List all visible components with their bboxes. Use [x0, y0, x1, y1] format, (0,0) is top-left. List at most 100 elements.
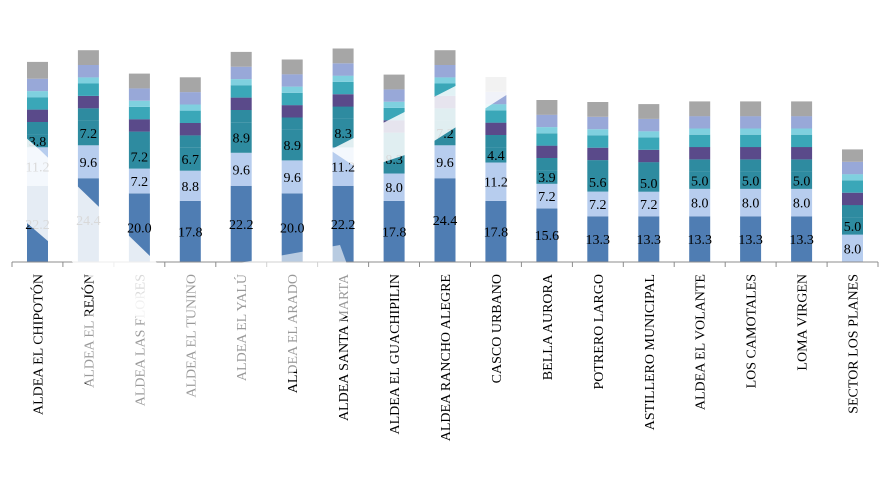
data-label: 8.0	[691, 197, 709, 212]
data-label: 24.4	[433, 214, 458, 229]
bar-segment	[485, 200, 507, 262]
data-label: 9.6	[436, 156, 454, 171]
bar-segment	[638, 191, 660, 217]
bar-segment	[383, 200, 405, 262]
bar-segment	[638, 137, 660, 150]
bar-segment	[689, 128, 711, 135]
data-label: 8.9	[232, 132, 250, 147]
bar-segment	[842, 174, 863, 181]
bar-segment	[791, 159, 813, 172]
data-label: 15.6	[535, 229, 560, 244]
bar-segment	[536, 100, 558, 115]
bar-segment	[689, 188, 711, 217]
data-label: 20.0	[280, 222, 305, 237]
bar-segment	[689, 134, 711, 148]
data-label: 13.3	[789, 233, 814, 248]
bar-segment	[77, 50, 99, 65]
bar-segment	[230, 122, 252, 153]
bar-segment	[383, 74, 405, 90]
data-label: 3.9	[538, 171, 556, 186]
data-label: 13.3	[586, 233, 611, 248]
bar-segment	[179, 92, 201, 105]
data-label: 22.2	[331, 218, 356, 233]
category-label: LOS CAMOTALES	[745, 274, 760, 388]
data-label: 13.3	[637, 233, 662, 248]
bar-segment	[27, 109, 48, 122]
data-label: 5.0	[742, 174, 760, 189]
bar-segment	[842, 192, 863, 206]
category-label: ALDEA EL VOLANTE	[694, 274, 709, 410]
data-label: 7.2	[131, 175, 149, 190]
data-label: 17.8	[484, 226, 509, 241]
x-axis-ticks	[11, 262, 879, 267]
data-label: 8.0	[844, 242, 862, 257]
bar-segment	[179, 147, 201, 171]
bar-segment	[179, 110, 201, 123]
data-label: 9.6	[232, 163, 250, 178]
bar-segment	[434, 145, 456, 179]
bar-segment	[842, 234, 863, 262]
bar-segment	[332, 118, 354, 148]
bar-segment	[638, 131, 660, 138]
data-label: 4.4	[487, 149, 505, 164]
bar-segment	[536, 133, 558, 146]
bar-segment	[740, 171, 762, 189]
bar-segment	[128, 100, 150, 107]
data-labels-group: 22.211.23.824.49.67.220.07.27.217.88.86.…	[25, 127, 861, 257]
category-label: SECTOR LOS PLANES	[847, 274, 862, 414]
bar-segment	[383, 89, 405, 102]
bar-segment	[281, 74, 303, 87]
bar-segment	[536, 158, 558, 171]
bar-segment	[230, 185, 252, 262]
bar-segment	[791, 147, 813, 160]
category-label: ALDEA EL CHIPOTÓN	[30, 274, 47, 415]
bar-segment	[77, 83, 99, 96]
bar-segment	[842, 180, 863, 193]
bar-segment	[281, 86, 303, 93]
bar-segment	[281, 160, 303, 194]
category-label: ALDEA EL GUACHIPILIN	[388, 274, 403, 434]
watermark-shape-3	[50, 245, 360, 430]
bar-segment	[179, 135, 201, 148]
bar-segment	[27, 61, 48, 79]
bar-segment	[740, 159, 762, 172]
bar-segment	[587, 160, 609, 173]
bar-segment	[740, 147, 762, 160]
bar-segment	[27, 78, 48, 92]
bar-segment	[791, 128, 813, 135]
bar-segment	[128, 73, 150, 89]
bar-segment	[179, 104, 201, 111]
bar-segment	[791, 188, 813, 217]
data-label: 5.0	[640, 177, 658, 192]
bar-segment	[332, 94, 354, 107]
data-label: 5.0	[793, 174, 811, 189]
bar-segment	[230, 51, 252, 67]
bar-segment	[638, 216, 660, 262]
bar-segment	[77, 95, 99, 109]
bar-segment	[128, 88, 150, 101]
data-label: 7.2	[538, 190, 556, 205]
bar-segment	[77, 120, 99, 146]
bar-segment	[536, 170, 558, 184]
watermark-shape-1	[245, 0, 640, 170]
bar-segment	[485, 135, 507, 148]
bar-segment	[383, 173, 405, 201]
bar-segment	[230, 66, 252, 80]
bar-segment	[434, 65, 456, 78]
bar-segment	[587, 172, 609, 192]
bar-segment	[791, 171, 813, 189]
data-label: 17.8	[178, 226, 203, 241]
bar-segment	[638, 149, 660, 163]
bar-segment	[689, 159, 711, 172]
bar-segment	[27, 97, 48, 110]
data-label: 5.6	[589, 176, 607, 191]
data-label: 8.3	[334, 127, 352, 142]
data-label: 11.2	[331, 161, 355, 176]
bar-segment	[281, 92, 303, 106]
bar-segment	[587, 102, 609, 117]
bar-segment	[536, 145, 558, 158]
category-label: CASCO URBANO	[490, 274, 505, 383]
bar-segment	[77, 65, 99, 78]
bar-segment	[842, 217, 863, 235]
bar-segment	[587, 191, 609, 217]
